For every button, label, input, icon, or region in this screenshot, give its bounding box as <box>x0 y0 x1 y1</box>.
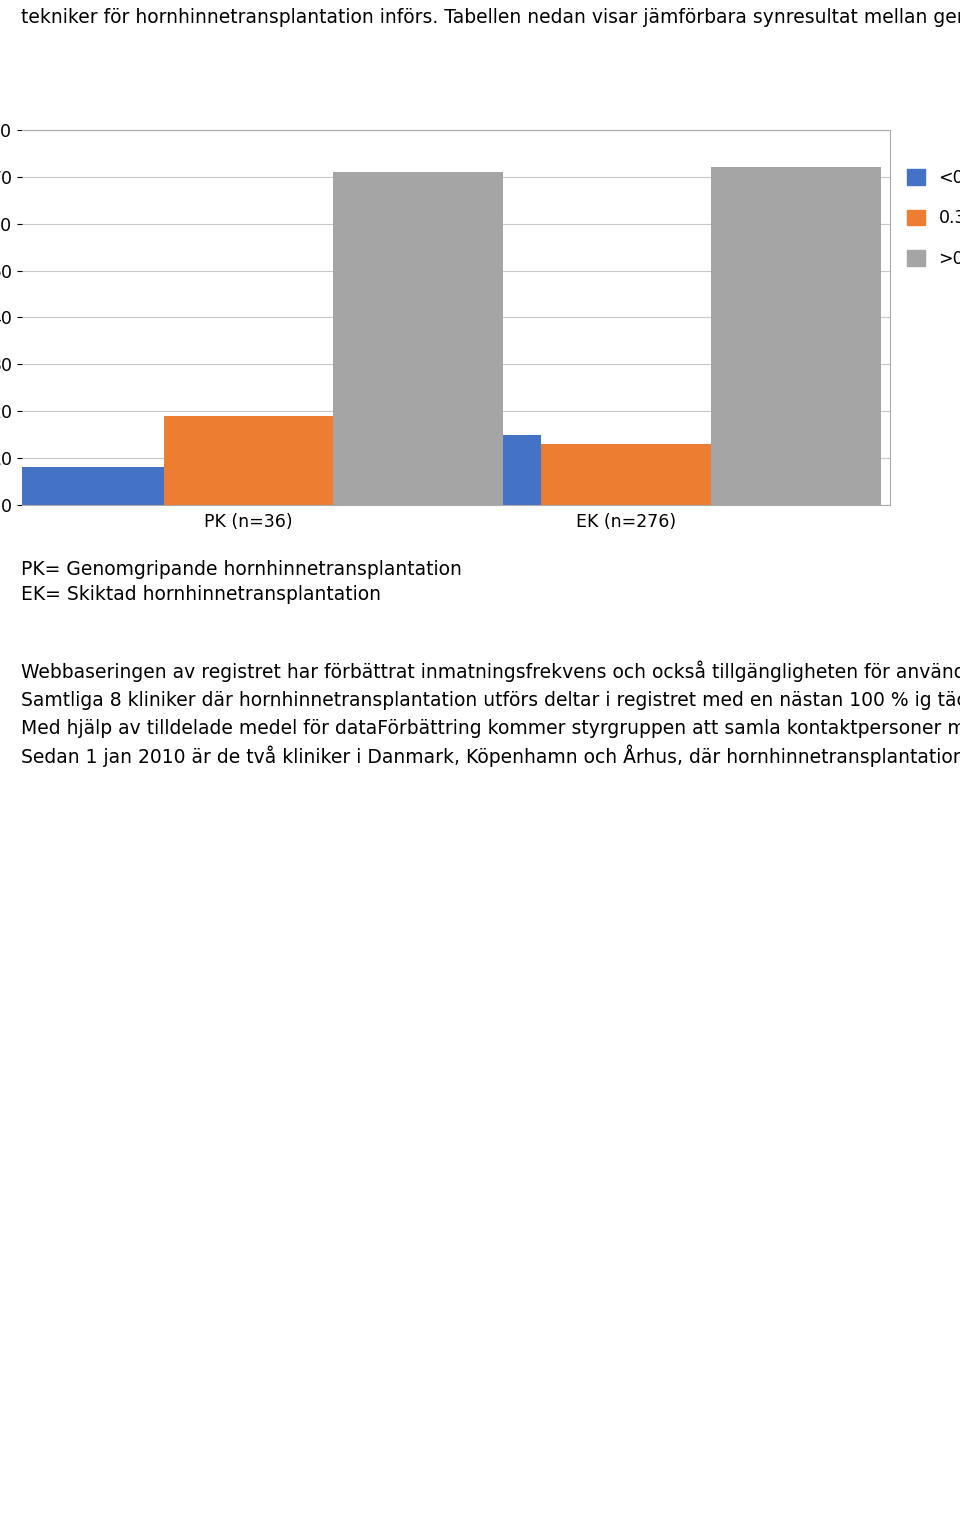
Bar <box>710 168 880 505</box>
Bar <box>372 435 540 505</box>
Text: tekniker för hornhinnetransplantation införs. Tabellen nedan visar jämförbara sy: tekniker för hornhinnetransplantation in… <box>21 8 960 26</box>
Text: EK= Skiktad hornhinnetransplantation: EK= Skiktad hornhinnetransplantation <box>21 585 381 605</box>
Bar <box>0 467 163 505</box>
Text: Webbaseringen av registret har förbättrat inmatningsfrekvens och också tillgängl: Webbaseringen av registret har förbättra… <box>21 660 960 768</box>
Bar <box>163 415 333 505</box>
Bar <box>540 444 710 505</box>
Bar <box>333 173 503 505</box>
Text: PK= Genomgripande hornhinnetransplantation: PK= Genomgripande hornhinnetransplantati… <box>21 560 462 579</box>
Legend: <0.2, 0.3-0.4, >0.5: <0.2, 0.3-0.4, >0.5 <box>907 168 960 267</box>
